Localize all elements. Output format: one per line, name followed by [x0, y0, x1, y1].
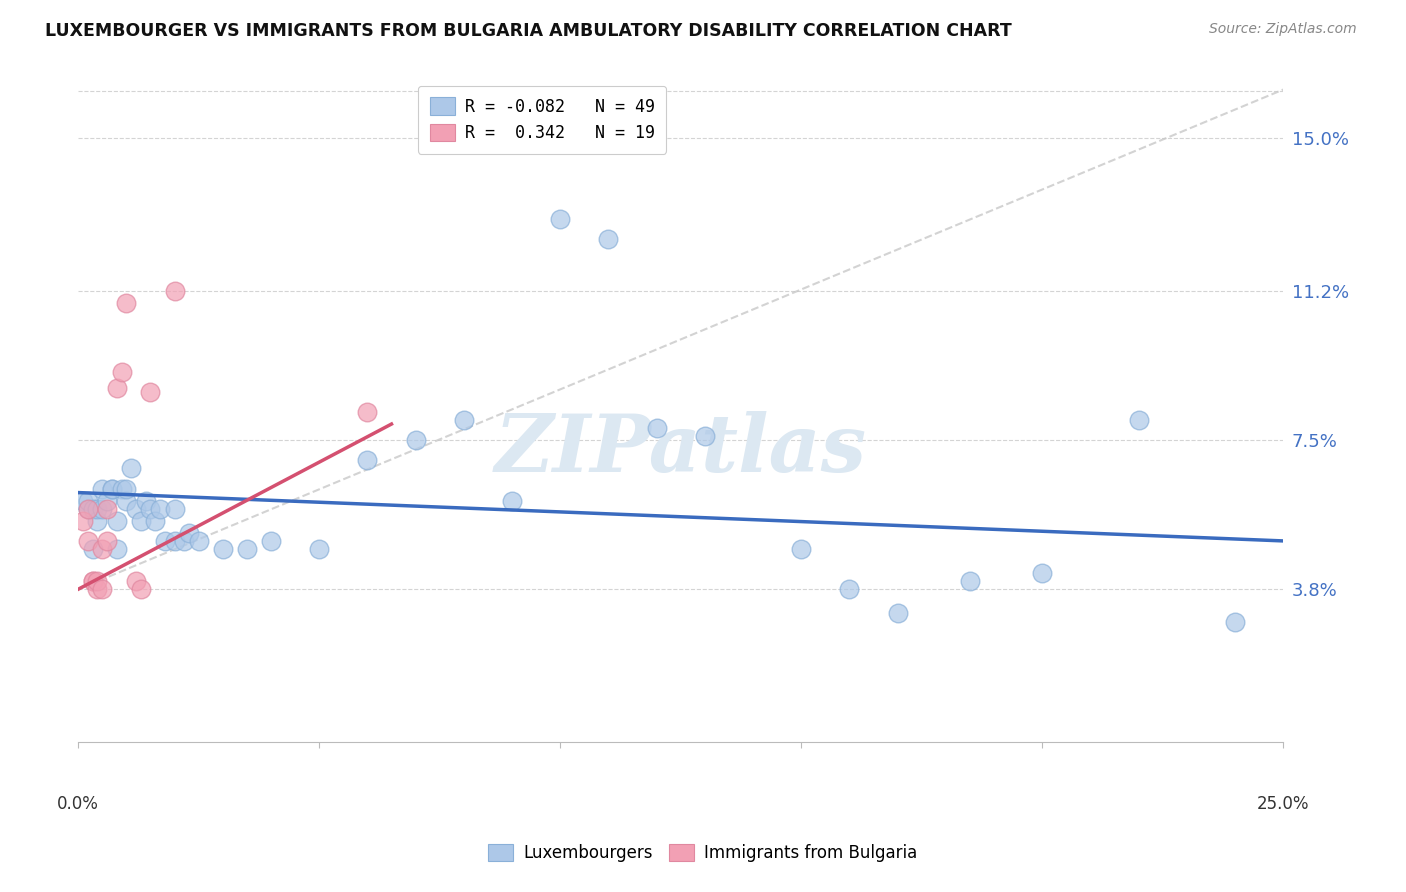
Point: [1128, 413, 1150, 427]
Point: [129, 514, 152, 528]
Point: [260, 533, 283, 548]
Point: [356, 405, 378, 419]
Point: [598, 232, 620, 246]
Point: [129, 582, 152, 597]
Point: [76, 533, 98, 548]
Point: [96, 501, 118, 516]
Point: [153, 533, 176, 548]
Point: [110, 365, 132, 379]
Point: [120, 461, 142, 475]
Point: [163, 533, 186, 548]
Text: 0.0%: 0.0%: [58, 795, 98, 813]
Point: [501, 493, 523, 508]
Point: [86, 574, 108, 589]
Text: 25.0%: 25.0%: [1257, 795, 1309, 813]
Point: [91, 582, 114, 597]
Point: [96, 493, 118, 508]
Point: [139, 384, 162, 399]
Point: [96, 533, 118, 548]
Point: [91, 501, 114, 516]
Point: [76, 493, 98, 508]
Point: [82, 574, 104, 589]
Point: [91, 541, 114, 556]
Point: [236, 541, 259, 556]
Point: [76, 501, 98, 516]
Point: [149, 501, 172, 516]
Text: Source: ZipAtlas.com: Source: ZipAtlas.com: [1209, 22, 1357, 37]
Point: [76, 501, 98, 516]
Point: [86, 514, 108, 528]
Point: [187, 533, 209, 548]
Legend: Luxembourgers, Immigrants from Bulgaria: Luxembourgers, Immigrants from Bulgaria: [479, 836, 927, 871]
Point: [105, 381, 128, 395]
Text: LUXEMBOURGER VS IMMIGRANTS FROM BULGARIA AMBULATORY DISABILITY CORRELATION CHART: LUXEMBOURGER VS IMMIGRANTS FROM BULGARIA…: [45, 22, 1012, 40]
Point: [211, 541, 233, 556]
Point: [838, 582, 860, 597]
Point: [72, 493, 94, 508]
Point: [139, 501, 162, 516]
Point: [959, 574, 981, 589]
Point: [101, 482, 124, 496]
Point: [125, 501, 148, 516]
Point: [693, 429, 716, 443]
Point: [163, 501, 186, 516]
Point: [115, 493, 138, 508]
Point: [115, 296, 138, 310]
Point: [1031, 566, 1053, 581]
Point: [86, 501, 108, 516]
Point: [110, 482, 132, 496]
Point: [105, 541, 128, 556]
Point: [1223, 615, 1246, 629]
Point: [125, 574, 148, 589]
Point: [177, 525, 200, 540]
Point: [173, 533, 195, 548]
Point: [82, 541, 104, 556]
Point: [72, 514, 94, 528]
Point: [548, 211, 571, 226]
Point: [645, 421, 668, 435]
Point: [105, 514, 128, 528]
Point: [143, 514, 166, 528]
Point: [135, 493, 157, 508]
Point: [115, 482, 138, 496]
Point: [308, 541, 330, 556]
Point: [356, 453, 378, 467]
Point: [790, 541, 813, 556]
Point: [86, 582, 108, 597]
Point: [405, 433, 427, 447]
Text: ZIPatlas: ZIPatlas: [495, 411, 868, 489]
Point: [886, 607, 908, 621]
Legend: R = -0.082   N = 49, R =  0.342   N = 19: R = -0.082 N = 49, R = 0.342 N = 19: [418, 86, 666, 153]
Point: [163, 284, 186, 298]
Point: [101, 482, 124, 496]
Point: [453, 413, 475, 427]
Point: [91, 482, 114, 496]
Point: [82, 574, 104, 589]
Point: [82, 501, 104, 516]
